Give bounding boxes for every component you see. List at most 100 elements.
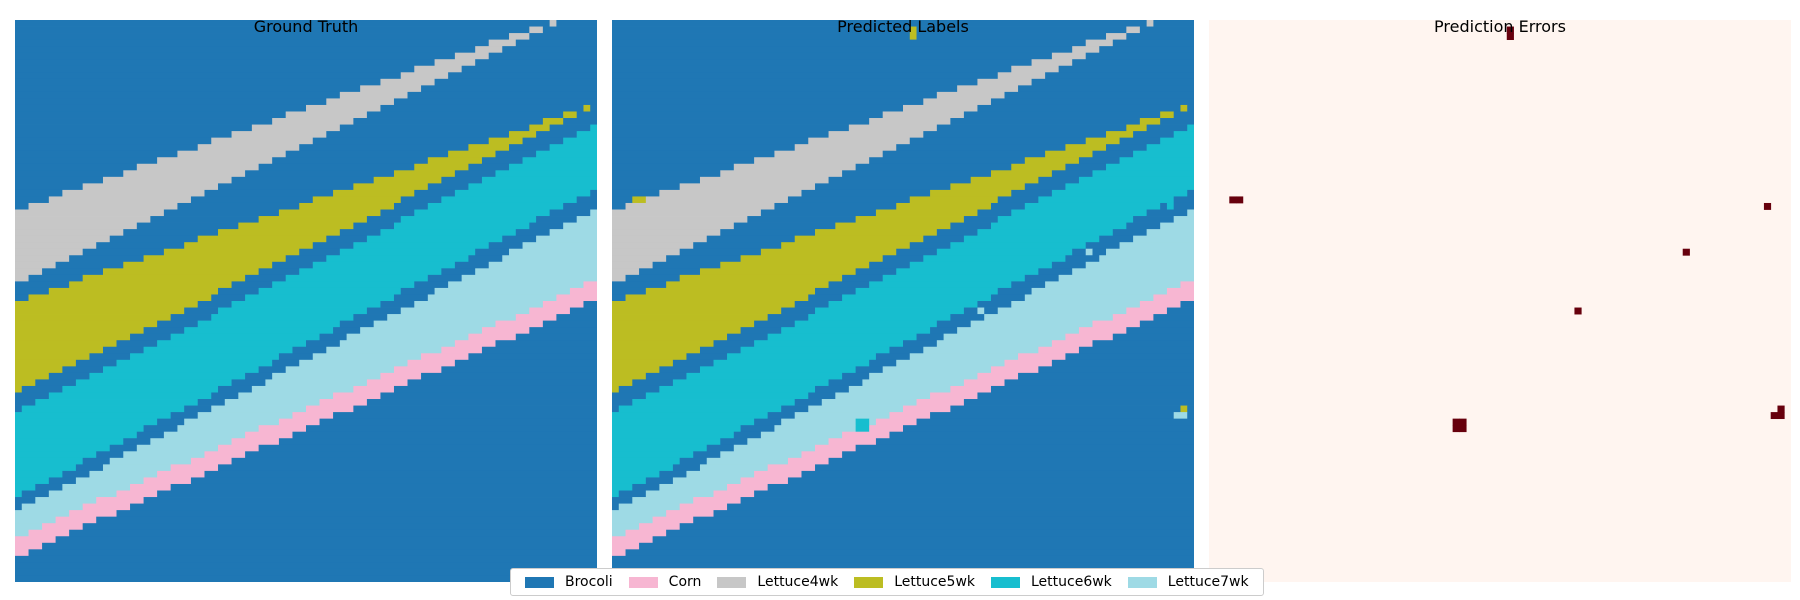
ground-truth-cell [204,451,246,459]
ground-truth-cell [245,294,395,302]
ground-truth-cell [204,470,597,478]
error-cell [1506,26,1514,34]
ground-truth-cell [306,425,597,433]
ground-truth-cell [15,131,232,139]
ground-truth-cell [102,346,144,354]
predicted-cell [1065,333,1114,341]
predicted-cell [990,385,1194,393]
predicted-cell [815,444,857,452]
predicted-cell [612,261,654,269]
predicted-labels-heatmap [612,20,1194,582]
ground-truth-cell [529,124,551,132]
ground-truth-cell [15,542,43,550]
ground-truth-cell [393,294,429,302]
predicted-cell [794,235,924,243]
ground-truth-cell [15,261,57,269]
predicted-cell [848,124,938,132]
ground-truth-cell [62,189,205,197]
ground-truth-cell [15,536,57,544]
ground-truth-cell [488,242,523,250]
ground-truth-cell [529,327,597,335]
ground-truth-cell [15,176,104,184]
predicted-cell [612,59,1032,67]
ground-truth-cell [380,78,435,86]
ground-truth-cell [475,268,597,276]
predicted-cell [903,425,1194,433]
predicted-cell [1085,137,1120,145]
predicted-cell [672,477,741,485]
ground-truth-cell [509,248,597,256]
error-cell [1236,196,1244,204]
ground-truth-cell [393,222,530,230]
ground-truth-cell [339,229,381,237]
predicted-cell [632,497,694,504]
ground-truth-cell [116,340,158,348]
predicted-cell [815,229,938,237]
predicted-cell [950,242,1087,250]
ground-truth-cell [150,438,232,446]
ground-truth-cell [15,464,77,472]
ground-truth-cell [102,268,260,276]
ground-truth-cell [231,131,327,139]
ground-truth-cell [563,137,597,145]
predicted-cell [997,196,1039,204]
ground-truth-cell [502,255,597,263]
predicted-cell [936,320,972,328]
ground-truth-cell [190,196,314,204]
ground-truth-cell [576,216,597,223]
ground-truth-cell [380,372,422,380]
predicted-cell [720,438,748,446]
predicted-cell [997,307,1127,315]
predicted-cell [625,274,681,282]
ground-truth-cell [55,261,124,269]
predicted-cell [699,268,857,276]
predicted-cell [672,359,714,367]
predicted-cell [970,320,1093,328]
ground-truth-cell [509,163,597,171]
predicted-cell [977,78,1032,86]
predicted-cell [1085,52,1194,60]
predicted-cell [781,405,809,413]
predicted-cell [612,379,633,387]
predicted-cell [612,444,708,452]
predicted-cell [787,196,911,204]
predicted-cell [1160,137,1194,145]
ground-truth-cell [454,340,496,348]
predicted-cell [760,209,877,217]
ground-truth-cell [292,412,334,420]
predicted-cell [713,340,755,348]
ground-truth-cell [272,281,415,289]
predicted-cell [828,457,1194,465]
ground-truth-cell [245,431,293,439]
ground-truth-cell [360,85,422,93]
ground-truth-cell [475,46,503,54]
ground-truth-cell [542,26,597,34]
predicted-cell [774,150,884,158]
predicted-cell [686,470,755,478]
predicted-cell [727,353,877,361]
predicted-cell [781,242,911,250]
ground-truth-cell [109,457,192,465]
ground-truth-cell [15,294,29,302]
predicted-cell [903,340,938,348]
predicted-cell [612,144,796,152]
panel-ground-truth: Ground Truth [15,17,597,582]
predicted-cell [747,216,857,223]
predicted-cell [679,457,708,465]
ground-truth-cell [15,385,23,393]
ground-truth-cell [421,85,597,93]
ground-truth-cell [421,353,469,361]
ground-truth-cell [299,248,341,256]
predicted-cell [1072,59,1194,67]
error-map-background [1209,20,1791,582]
ground-truth-cell [136,163,260,171]
predicted-cell [1092,248,1107,256]
predicted-cell [950,385,992,393]
predicted-cell [733,431,762,439]
predicted-cell [1153,314,1194,322]
predicted-cell [727,333,769,341]
ground-truth-cell [157,490,597,498]
predicted-cell [977,104,1181,112]
predicted-cell [869,281,1012,289]
ground-truth-cell [130,353,280,361]
